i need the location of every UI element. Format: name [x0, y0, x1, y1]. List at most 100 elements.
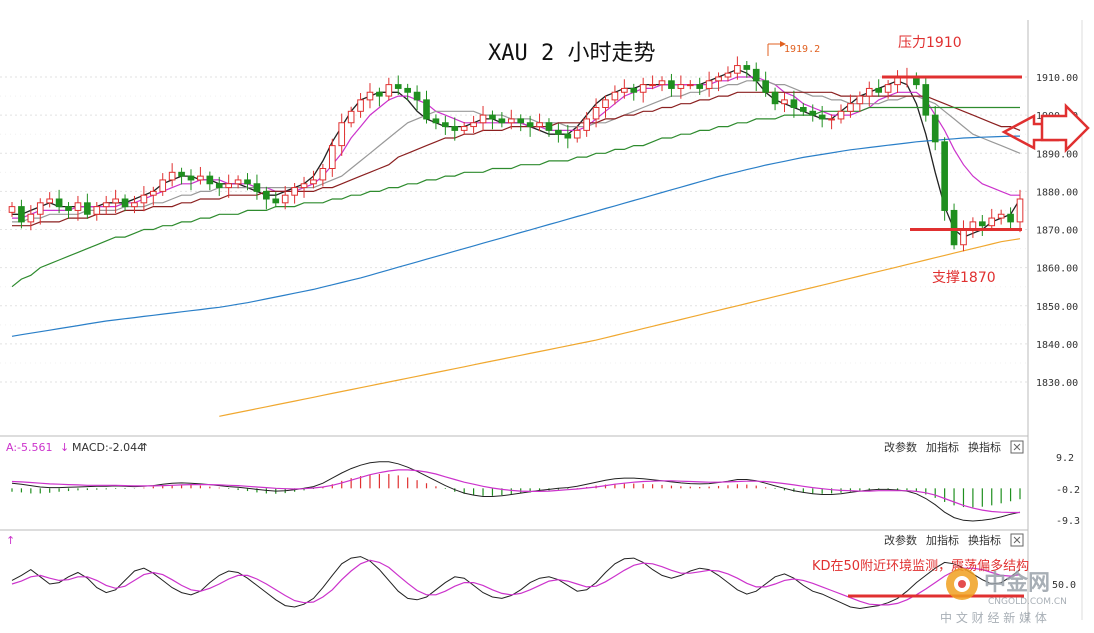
kdj-add-indicator-button[interactable]: 加指标 [926, 533, 959, 547]
candle-body [404, 87, 411, 93]
candle-body [639, 84, 647, 93]
moving-average-lines [11, 68, 1021, 417]
svg-text:↑: ↑ [6, 534, 15, 547]
candle [913, 72, 920, 90]
candle [884, 80, 892, 99]
candle-body [988, 217, 996, 227]
candle [272, 192, 280, 208]
candle-body [234, 179, 242, 185]
candle-body [197, 175, 204, 181]
macd-edit-params-button[interactable]: 改参数 [884, 440, 917, 454]
candle [931, 105, 939, 151]
candle-body [328, 145, 336, 169]
candle [93, 202, 101, 221]
candle-body [432, 118, 440, 124]
candle [131, 195, 138, 214]
candle-body [630, 87, 638, 93]
candle-body [941, 141, 948, 211]
candle [55, 189, 63, 214]
candle [639, 77, 647, 103]
macd-switch-indicator-button[interactable]: 换指标 [968, 440, 1001, 454]
candle-body [413, 91, 421, 101]
candle-body [215, 183, 223, 189]
candle [696, 77, 704, 95]
candle [941, 137, 948, 221]
candle-body [102, 202, 110, 208]
candle [319, 163, 327, 187]
candle-body [489, 114, 496, 120]
candle [526, 115, 534, 137]
candle-body [93, 206, 101, 215]
candle-body [18, 206, 25, 223]
candle [27, 205, 35, 231]
candle-body [856, 95, 864, 105]
price-tick-label: 1870.00 [1036, 226, 1078, 237]
candle [978, 215, 986, 236]
candle-body [140, 194, 148, 204]
svg-text:↓: ↓ [60, 441, 69, 454]
candle-body [715, 76, 722, 82]
candle-body [36, 202, 44, 215]
candle [950, 203, 958, 250]
candle [1016, 189, 1024, 233]
candle-body [8, 206, 16, 213]
candle-body [884, 84, 892, 93]
candle [234, 175, 242, 189]
kdj-k-line [11, 556, 1021, 610]
candle [1007, 207, 1014, 231]
candle [423, 90, 430, 124]
candle-body [366, 91, 374, 101]
candle [479, 105, 487, 132]
candle-body [394, 84, 402, 89]
candle-body [178, 171, 185, 177]
candle [197, 166, 204, 185]
candle [592, 98, 600, 128]
candle [168, 163, 176, 187]
price-tick-label: 1910.00 [1036, 73, 1078, 84]
candle-body [818, 114, 826, 120]
candle-body [790, 99, 798, 108]
candle-body [338, 122, 346, 147]
macd-add-indicator-button[interactable]: 加指标 [926, 440, 959, 454]
candle-body [752, 68, 760, 82]
candle-body [875, 87, 883, 93]
candle-body [168, 171, 176, 181]
candle [545, 118, 553, 137]
candle [668, 73, 675, 97]
peak-marker: 1919.2 [767, 41, 820, 56]
ma-line-ma250 [219, 238, 1021, 417]
candle-body [479, 114, 487, 124]
candle-body [734, 65, 741, 74]
price-tick-label: 1890.00 [1036, 149, 1078, 160]
macd-header-dea: A:-5.561 [6, 441, 53, 454]
candle-body [555, 129, 562, 135]
candle-body [121, 198, 129, 208]
candle [112, 189, 119, 214]
candle [498, 112, 506, 128]
candle [621, 79, 628, 99]
candle-body [319, 168, 327, 181]
kdj-tick-label: 50.0 [1052, 580, 1076, 591]
candle-body [347, 110, 355, 124]
macd-tick-label: -0.2 [1056, 485, 1080, 496]
candle-body [498, 118, 506, 124]
price-tick-label: 1840.00 [1036, 340, 1078, 351]
kdj-edit-params-button[interactable]: 改参数 [884, 533, 917, 547]
kdj-switch-indicator-button[interactable]: 换指标 [968, 533, 1001, 547]
macd-tick-label: 9.2 [1056, 453, 1074, 464]
candle-body [149, 190, 157, 196]
candle [771, 87, 779, 111]
candle-body [357, 99, 364, 112]
candle-body [507, 118, 515, 124]
candle-body [800, 107, 807, 112]
watermark-logo-text: 中金网 [984, 570, 1050, 596]
candle-body [1016, 198, 1024, 223]
candle [960, 220, 967, 252]
candle [734, 56, 741, 80]
candle [818, 105, 826, 128]
candle [564, 125, 572, 149]
candle-body [460, 126, 468, 131]
candle [752, 62, 760, 92]
candle [74, 195, 82, 221]
candle-body [931, 114, 939, 143]
